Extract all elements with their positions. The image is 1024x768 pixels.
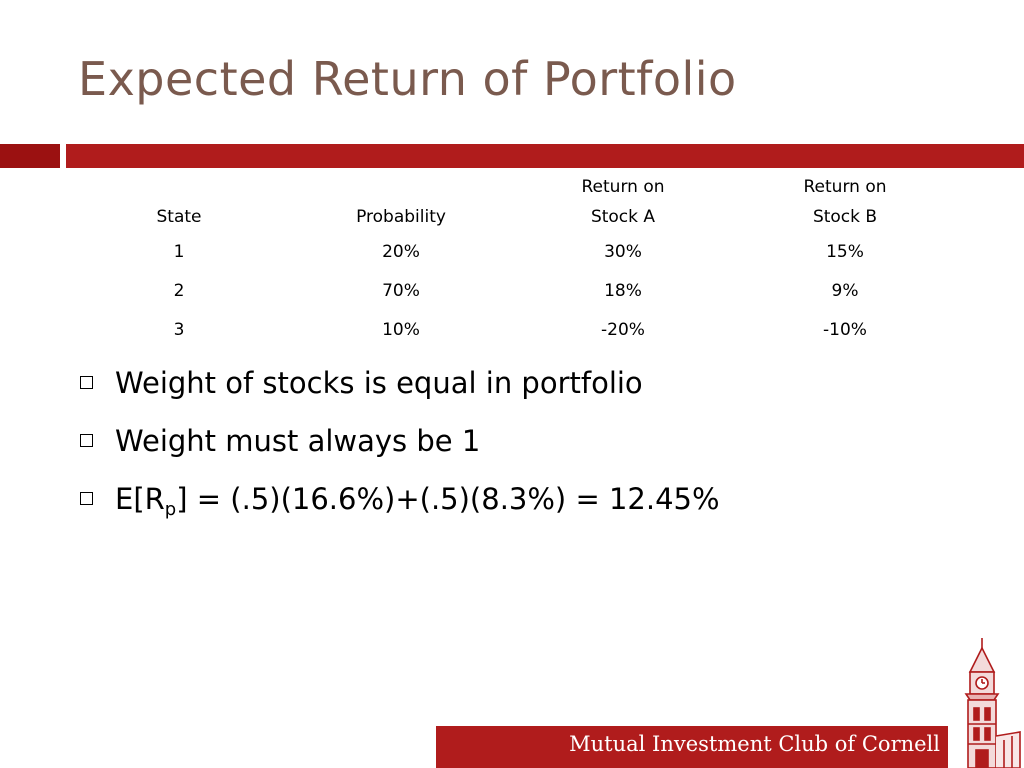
table-row: 1 20% 30% 15%	[68, 232, 956, 271]
header-return-stock-a: Return on Stock A	[512, 168, 734, 232]
header-state: State	[68, 168, 290, 232]
bullet-text: Weight must always be 1	[115, 424, 481, 458]
header-probability: Probability	[290, 168, 512, 232]
cell-return-b: 9%	[831, 280, 859, 301]
square-bullet-icon	[80, 375, 93, 389]
cell-state: 1	[173, 241, 185, 262]
bullet-item: Weight must always be 1	[80, 418, 720, 476]
accent-bar-right	[66, 144, 1024, 168]
footer-banner: Mutual Investment Club of Cornell	[436, 726, 948, 768]
slide-title: Expected Return of Portfolio	[78, 52, 737, 106]
cell-return-a: -20%	[601, 319, 645, 340]
cell-return-b: -10%	[823, 319, 867, 340]
square-bullet-icon	[80, 433, 93, 447]
accent-bar-left	[0, 144, 60, 168]
table-header-row: State Probability Return on Stock A Retu…	[68, 168, 956, 232]
header-return-stock-a-line1: Return on	[581, 177, 665, 197]
square-bullet-icon	[80, 491, 93, 505]
bullet-item-formula: E[Rp] = (.5)(16.6%)+(.5)(8.3%) = 12.45%	[80, 476, 720, 534]
cell-state: 3	[173, 319, 185, 340]
formula-suffix: ] = (.5)(16.6%)+(.5)(8.3%) = 12.45%	[176, 482, 720, 516]
bullet-list: Weight of stocks is equal in portfolio W…	[80, 360, 720, 534]
cell-return-a: 30%	[604, 241, 642, 262]
clock-tower-icon	[964, 638, 1021, 768]
header-return-stock-b-line2: Stock B	[812, 207, 878, 227]
header-return-stock-a-line2: Stock A	[590, 207, 656, 227]
formula-prefix: E[R	[115, 482, 165, 516]
footer-text: Mutual Investment Club of Cornell	[569, 732, 940, 756]
formula-subscript: p	[164, 499, 177, 520]
table-row: 2 70% 18% 9%	[68, 271, 956, 310]
bullet-item: Weight of stocks is equal in portfolio	[80, 360, 720, 418]
cell-probability: 70%	[382, 280, 420, 301]
header-return-stock-b: Return on Stock B	[734, 168, 956, 232]
header-return-stock-b-line1: Return on	[803, 177, 887, 197]
header-state-line2: State	[156, 207, 202, 227]
table-row: 3 10% -20% -10%	[68, 310, 956, 349]
cell-return-a: 18%	[604, 280, 642, 301]
returns-table: State Probability Return on Stock A Retu…	[68, 168, 956, 349]
header-probability-line2: Probability	[356, 207, 446, 227]
formula-text: E[Rp] = (.5)(16.6%)+(.5)(8.3%) = 12.45%	[115, 476, 720, 533]
cell-probability: 20%	[382, 241, 420, 262]
cell-probability: 10%	[382, 319, 420, 340]
bullet-text: Weight of stocks is equal in portfolio	[115, 366, 643, 400]
cell-return-b: 15%	[826, 241, 864, 262]
cell-state: 2	[173, 280, 185, 301]
